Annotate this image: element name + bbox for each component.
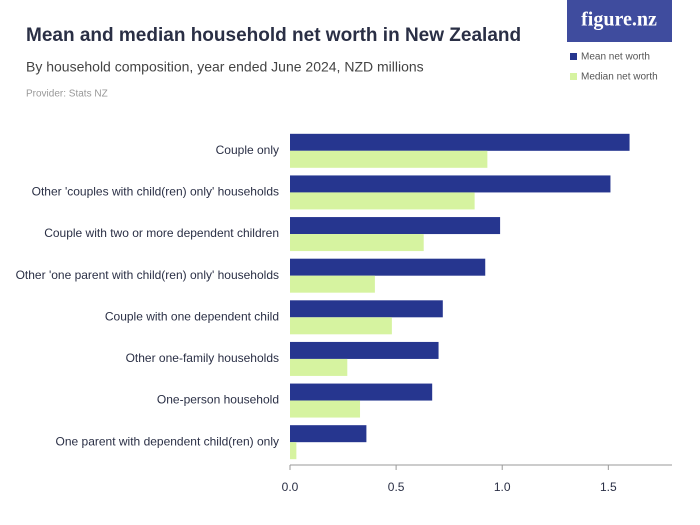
y-tick-label: One parent with dependent child(ren) onl… <box>56 434 279 448</box>
y-tick-label: Other 'couples with child(ren) only' hou… <box>32 185 279 199</box>
bar <box>290 217 501 235</box>
bar <box>290 442 297 460</box>
y-tick-label: Couple with two or more dependent childr… <box>44 226 279 240</box>
logo-box[interactable] <box>567 0 672 42</box>
x-tick-label: 1.0 <box>494 480 511 494</box>
x-tick-label: 0.5 <box>388 480 405 494</box>
bar <box>290 341 439 359</box>
bar <box>290 150 488 168</box>
x-tick-label: 0.0 <box>282 480 299 494</box>
legend-label: Median net worth <box>581 72 658 83</box>
bar <box>290 275 375 293</box>
provider: Provider: Stats NZ <box>26 89 108 100</box>
bar <box>290 400 361 418</box>
y-tick-label: Other 'one parent with child(ren) only' … <box>16 268 279 282</box>
bar <box>290 383 433 401</box>
bar <box>290 258 486 276</box>
y-tick-label: Other one-family households <box>126 351 279 365</box>
legend-label: Mean net worth <box>581 52 650 63</box>
bar <box>290 175 611 193</box>
bar <box>290 300 443 318</box>
legend-swatch <box>570 73 577 80</box>
bar <box>290 192 475 210</box>
chart-title: Mean and median household net worth in N… <box>26 25 521 46</box>
bar <box>290 317 392 335</box>
logo[interactable]: figure.nz <box>581 9 657 31</box>
bar <box>290 234 424 252</box>
y-tick-label: One-person household <box>157 393 279 407</box>
chart-subtitle: By household composition, year ended Jun… <box>26 59 424 75</box>
x-tick-label: 1.5 <box>600 480 617 494</box>
y-tick-label: Couple with one dependent child <box>105 309 279 323</box>
bar <box>290 358 348 376</box>
bar <box>290 133 630 151</box>
bar <box>290 425 367 443</box>
legend-swatch <box>570 53 577 60</box>
y-tick-label: Couple only <box>216 143 279 157</box>
